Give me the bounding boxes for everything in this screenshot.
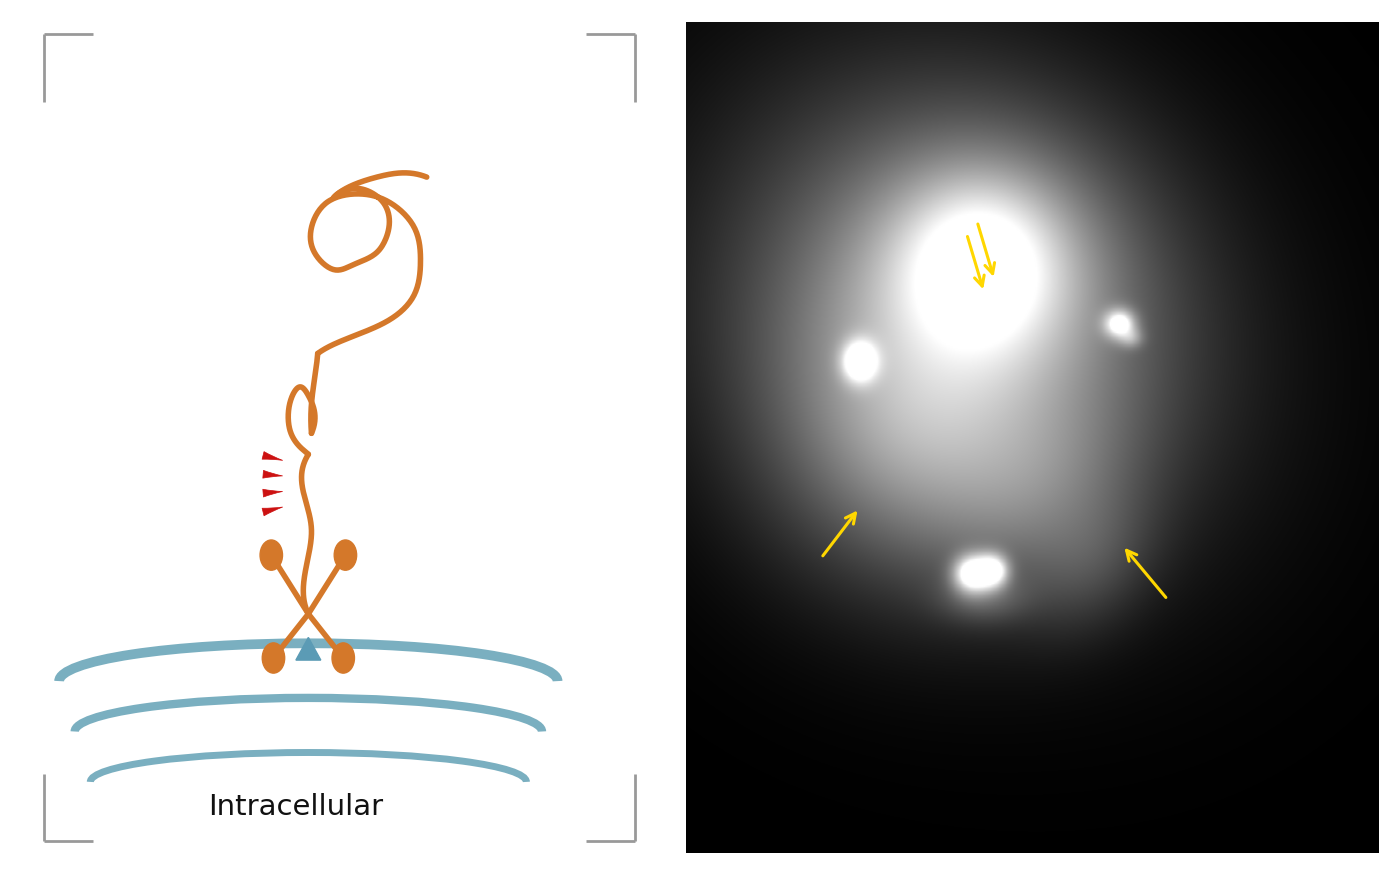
Circle shape — [262, 643, 284, 673]
Polygon shape — [295, 637, 321, 660]
Circle shape — [332, 643, 354, 673]
Circle shape — [335, 540, 357, 570]
Circle shape — [260, 540, 283, 570]
Text: Intracellular: Intracellular — [209, 793, 384, 821]
